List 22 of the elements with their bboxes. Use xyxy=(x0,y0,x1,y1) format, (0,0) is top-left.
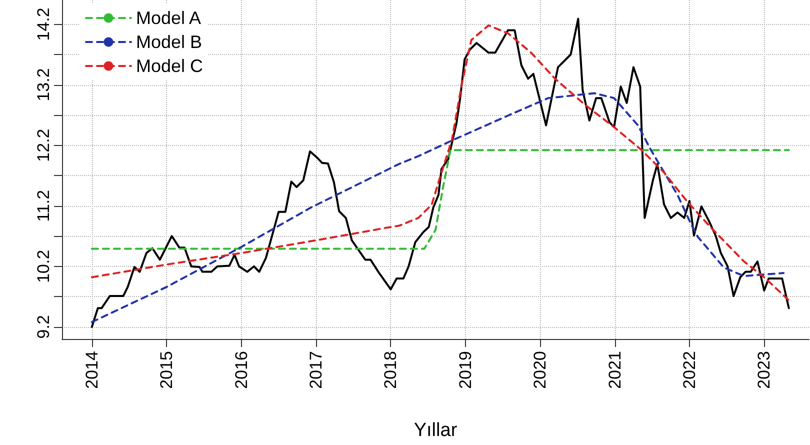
legend-label: Model C xyxy=(136,56,204,76)
legend-label: Model A xyxy=(136,8,202,28)
x-tick-label: 2014 xyxy=(82,351,102,389)
y-tick-label: 12.2 xyxy=(34,128,53,162)
line-series xyxy=(90,92,785,324)
y-tick-label: 10.2 xyxy=(34,250,53,283)
x-tick-label: 2021 xyxy=(605,351,624,389)
x-tick-label: 2016 xyxy=(232,351,251,389)
x-tick-label: 2018 xyxy=(381,351,400,389)
x-tick-label: 2020 xyxy=(530,351,550,389)
y-tick-label: 9.2 xyxy=(34,315,53,339)
y-tick-label: 13.2 xyxy=(34,68,53,102)
legend-label: Model B xyxy=(136,32,202,52)
x-tick-label: 2023 xyxy=(754,351,774,389)
y-tick-label: 11.2 xyxy=(34,190,53,222)
x-tick-label: 2015 xyxy=(157,351,176,389)
line-series xyxy=(90,149,790,250)
x-axis-title: Yıllar xyxy=(414,420,458,441)
y-tick-label: 14.2 xyxy=(34,8,53,41)
x-tick-label: 2022 xyxy=(680,351,699,389)
x-tick-label: 2019 xyxy=(456,351,475,389)
x-tick-label: 2017 xyxy=(306,351,326,389)
